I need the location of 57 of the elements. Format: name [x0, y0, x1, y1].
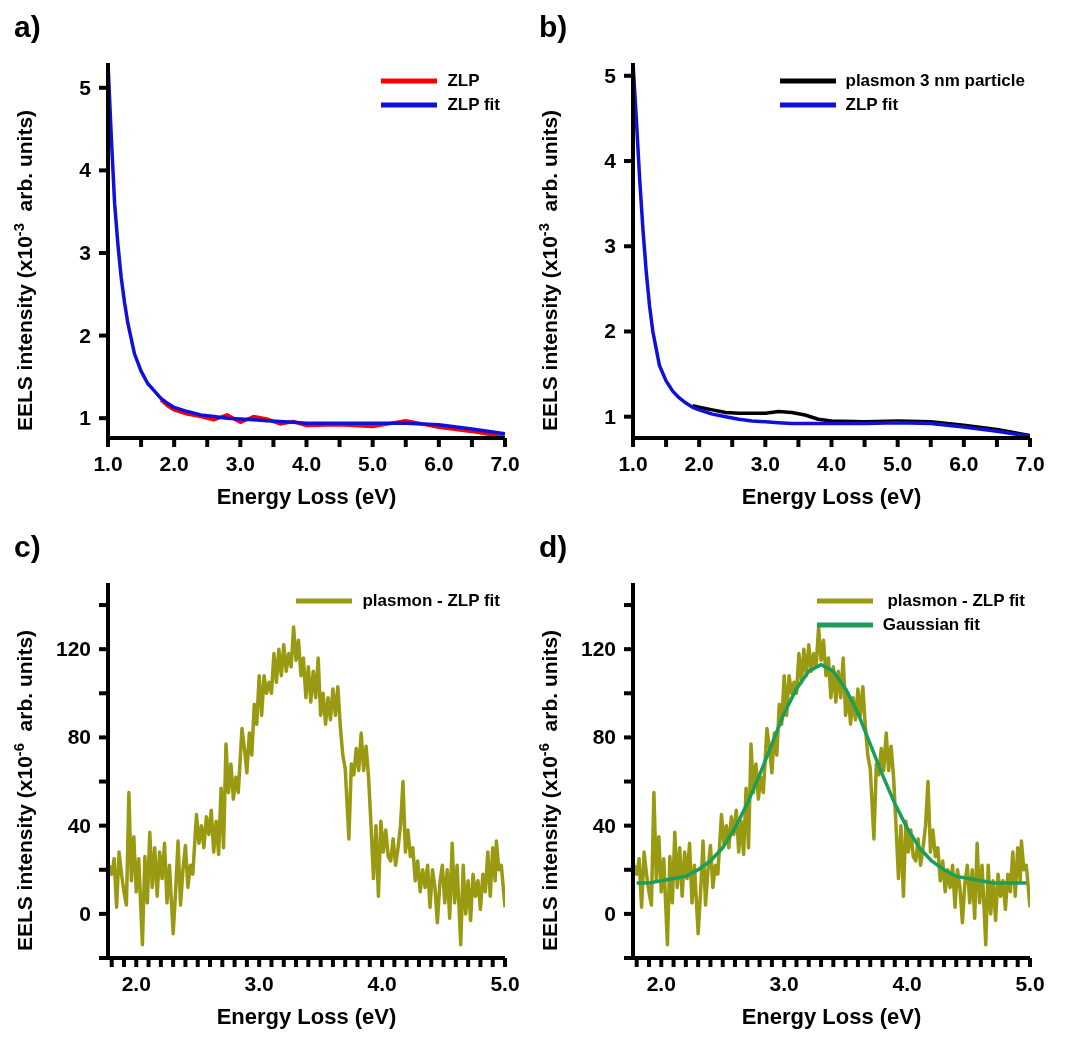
y-tick-label: 0 — [604, 901, 616, 925]
y-tick-label: 80 — [67, 725, 91, 749]
chart-title: b) — [539, 10, 568, 44]
x-tick-label: 7.0 — [1015, 452, 1045, 475]
legend-label: ZLP fit — [447, 95, 500, 115]
y-tick-label: 40 — [67, 813, 91, 837]
y-tick-label: 40 — [592, 813, 616, 837]
x-tick-label: 1.0 — [93, 452, 123, 475]
x-tick-label: 4.0 — [367, 972, 397, 995]
x-tick-label: 4.0 — [816, 452, 847, 475]
line-series — [108, 625, 505, 947]
chart-title: a) — [14, 10, 41, 44]
y-tick-label: 80 — [592, 725, 616, 749]
legend-label: plasmon 3 nm particle — [845, 71, 1025, 91]
chart-title: d) — [539, 530, 568, 564]
y-tick-label: 3 — [79, 240, 91, 264]
y-tick-label: 120 — [55, 637, 91, 661]
legend-label: Gaussian fit — [882, 615, 980, 635]
legend-label: plasmon - ZLP fit — [886, 591, 1025, 611]
x-tick-label: 4.0 — [291, 452, 322, 475]
x-axis-title: Energy Loss (eV) — [741, 1004, 922, 1029]
line-series — [634, 662, 1029, 885]
y-tick-label: 3 — [604, 234, 616, 258]
x-tick-label: 3.0 — [244, 972, 274, 995]
y-tick-label: 2 — [604, 319, 616, 343]
y-tick-label: 4 — [604, 149, 617, 173]
x-tick-label: 4.0 — [892, 972, 922, 995]
x-tick-label: 1.0 — [618, 452, 648, 475]
chart-title: c) — [14, 530, 41, 564]
legend-label: plasmon - ZLP fit — [362, 591, 500, 611]
legend-label: ZLP — [447, 71, 480, 91]
y-tick-label: 5 — [79, 75, 92, 99]
x-axis-title: Energy Loss (eV) — [216, 484, 397, 509]
y-tick-label: 5 — [604, 63, 617, 87]
y-tick-label: 1 — [79, 406, 92, 430]
x-tick-label: 5.0 — [883, 452, 913, 475]
y-tick-label: 4 — [79, 158, 92, 182]
x-tick-label: 7.0 — [490, 452, 520, 475]
x-tick-label: 5.0 — [358, 452, 388, 475]
x-tick-label: 2.0 — [684, 452, 714, 475]
x-tick-label: 2.0 — [646, 972, 676, 995]
x-axis-title: Energy Loss (eV) — [741, 484, 922, 509]
x-tick-label: 2.0 — [159, 452, 189, 475]
x-tick-label: 3.0 — [225, 452, 255, 475]
x-tick-label: 5.0 — [1015, 972, 1045, 995]
y-tick-label: 0 — [79, 901, 91, 925]
x-tick-label: 6.0 — [424, 452, 454, 475]
x-tick-label: 6.0 — [949, 452, 979, 475]
x-tick-label: 5.0 — [490, 972, 520, 995]
legend-label: ZLP fit — [845, 95, 899, 115]
y-tick-label: 2 — [79, 323, 91, 347]
x-tick-label: 3.0 — [769, 972, 799, 995]
y-tick-label: 120 — [580, 637, 616, 661]
x-tick-label: 3.0 — [750, 452, 780, 475]
x-axis-title: Energy Loss (eV) — [216, 1004, 397, 1029]
y-tick-label: 1 — [604, 404, 617, 428]
x-tick-label: 2.0 — [121, 972, 151, 995]
